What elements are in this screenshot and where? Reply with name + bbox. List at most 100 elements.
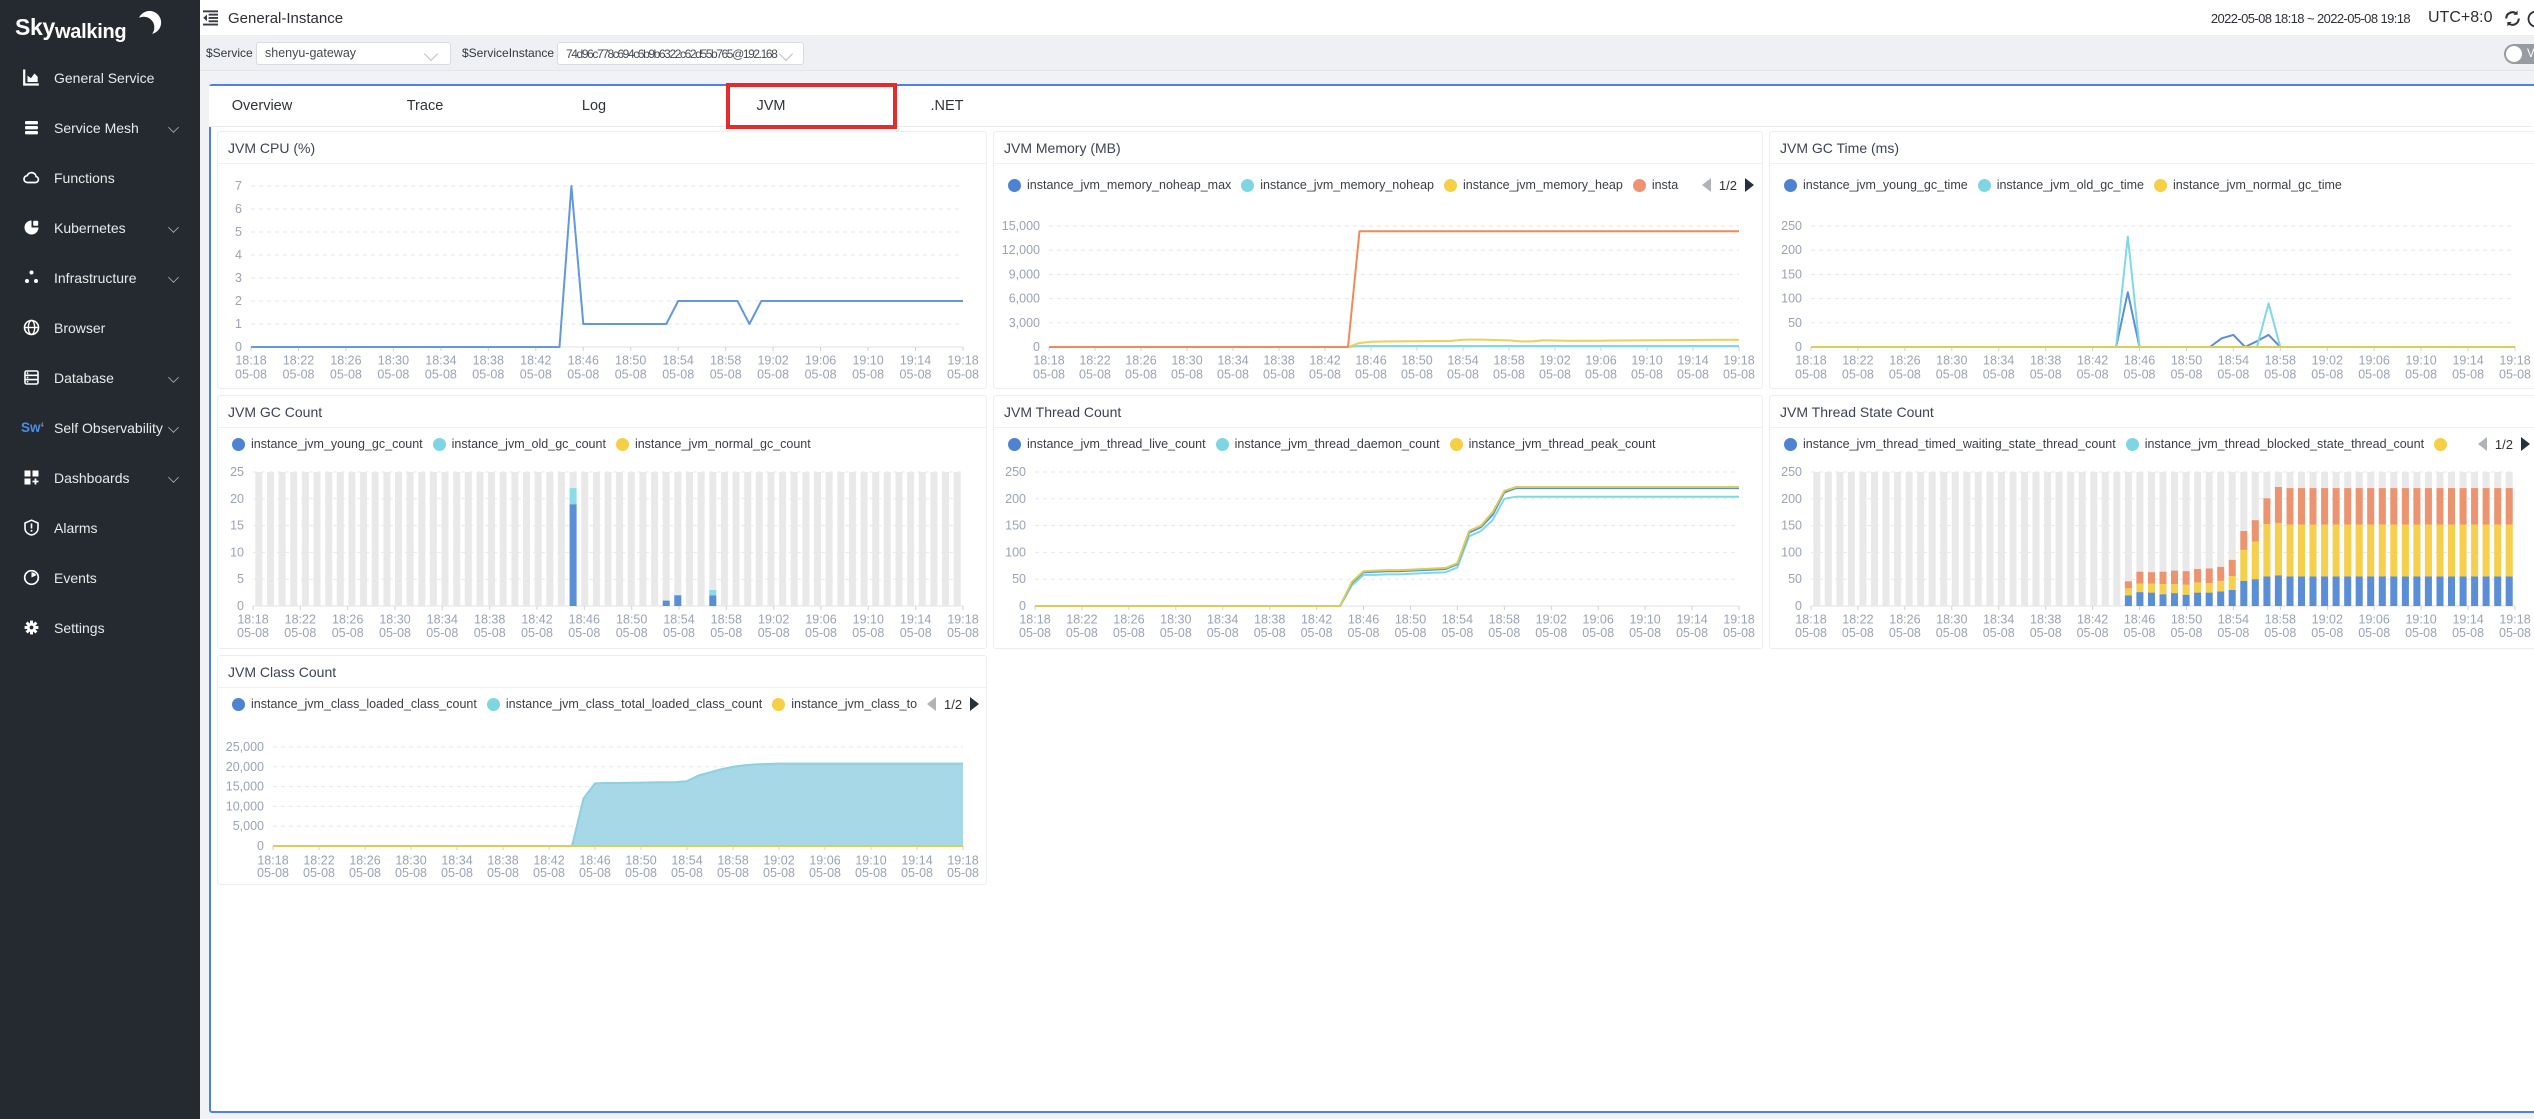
svg-text:05-08: 05-08 xyxy=(615,368,647,382)
svg-text:05-08: 05-08 xyxy=(616,626,648,640)
svg-text:18:58: 18:58 xyxy=(710,354,741,368)
svg-text:05-08: 05-08 xyxy=(425,368,457,382)
svg-text:18:30: 18:30 xyxy=(1160,613,1191,627)
svg-text:19:10: 19:10 xyxy=(852,354,883,368)
svg-text:05-08: 05-08 xyxy=(710,368,742,382)
svg-text:15: 15 xyxy=(230,519,244,533)
svg-text:18:34: 18:34 xyxy=(1207,613,1238,627)
svg-text:05-08: 05-08 xyxy=(1535,626,1567,640)
svg-text:18:46: 18:46 xyxy=(579,854,610,868)
svg-text:25,000: 25,000 xyxy=(226,740,264,754)
svg-text:19:14: 19:14 xyxy=(901,854,932,868)
svg-text:05-08: 05-08 xyxy=(2499,368,2531,382)
svg-text:6,000: 6,000 xyxy=(1009,292,1040,306)
svg-text:18:58: 18:58 xyxy=(2265,613,2296,627)
svg-text:18:34: 18:34 xyxy=(441,854,472,868)
svg-text:05-08: 05-08 xyxy=(1677,368,1709,382)
svg-text:0: 0 xyxy=(1019,599,1026,613)
svg-text:20,000: 20,000 xyxy=(226,760,264,774)
svg-text:0: 0 xyxy=(1795,599,1802,613)
svg-text:05-08: 05-08 xyxy=(1348,626,1380,640)
svg-text:50: 50 xyxy=(1788,572,1802,586)
svg-text:18:54: 18:54 xyxy=(1447,354,1478,368)
svg-text:05-08: 05-08 xyxy=(1066,626,1098,640)
svg-text:05-08: 05-08 xyxy=(2171,368,2203,382)
svg-text:05-08: 05-08 xyxy=(2499,626,2531,640)
svg-text:05-08: 05-08 xyxy=(757,368,789,382)
svg-text:18:22: 18:22 xyxy=(1842,354,1873,368)
svg-text:05-08: 05-08 xyxy=(1033,368,1065,382)
svg-text:18:54: 18:54 xyxy=(2218,613,2249,627)
svg-text:18:30: 18:30 xyxy=(379,613,410,627)
svg-text:18:34: 18:34 xyxy=(1217,354,1248,368)
svg-text:18:26: 18:26 xyxy=(330,354,361,368)
svg-text:05-08: 05-08 xyxy=(1447,368,1479,382)
svg-text:18:54: 18:54 xyxy=(2218,354,2249,368)
svg-text:5: 5 xyxy=(237,572,244,586)
svg-text:05-08: 05-08 xyxy=(1441,626,1473,640)
svg-text:19:10: 19:10 xyxy=(1631,354,1662,368)
svg-text:18:46: 18:46 xyxy=(2124,613,2155,627)
svg-text:05-08: 05-08 xyxy=(1723,626,1755,640)
svg-text:18:54: 18:54 xyxy=(663,354,694,368)
svg-text:18:46: 18:46 xyxy=(1348,613,1379,627)
svg-text:05-08: 05-08 xyxy=(567,368,599,382)
svg-text:05-08: 05-08 xyxy=(284,626,316,640)
svg-text:05-08: 05-08 xyxy=(2124,626,2156,640)
svg-text:18:58: 18:58 xyxy=(2265,354,2296,368)
svg-text:19:02: 19:02 xyxy=(757,354,788,368)
svg-text:19:02: 19:02 xyxy=(2312,354,2343,368)
svg-text:100: 100 xyxy=(1781,545,1802,559)
svg-text:05-08: 05-08 xyxy=(2264,626,2296,640)
svg-text:05-08: 05-08 xyxy=(487,866,519,880)
svg-text:19:10: 19:10 xyxy=(2405,354,2436,368)
svg-text:18:50: 18:50 xyxy=(2171,613,2202,627)
svg-text:19:02: 19:02 xyxy=(1539,354,1570,368)
svg-text:12,000: 12,000 xyxy=(1002,243,1040,257)
svg-text:05-08: 05-08 xyxy=(568,626,600,640)
svg-text:6: 6 xyxy=(235,202,242,216)
svg-text:18:46: 18:46 xyxy=(1355,354,1386,368)
svg-text:20: 20 xyxy=(230,492,244,506)
svg-text:18:26: 18:26 xyxy=(1113,613,1144,627)
svg-text:05-08: 05-08 xyxy=(237,626,269,640)
svg-text:25: 25 xyxy=(230,465,244,479)
svg-text:18:18: 18:18 xyxy=(237,613,268,627)
svg-text:18:38: 18:38 xyxy=(487,854,518,868)
svg-text:19:18: 19:18 xyxy=(947,354,978,368)
svg-text:10,000: 10,000 xyxy=(226,799,264,813)
svg-text:05-08: 05-08 xyxy=(900,626,932,640)
svg-text:19:10: 19:10 xyxy=(853,613,884,627)
svg-text:18:58: 18:58 xyxy=(711,613,742,627)
svg-text:05-08: 05-08 xyxy=(2077,368,2109,382)
svg-text:05-08: 05-08 xyxy=(2405,368,2437,382)
svg-text:05-08: 05-08 xyxy=(2264,368,2296,382)
svg-text:150: 150 xyxy=(1781,519,1802,533)
svg-text:05-08: 05-08 xyxy=(1355,368,1387,382)
svg-text:05-08: 05-08 xyxy=(2358,626,2390,640)
svg-text:18:18: 18:18 xyxy=(1033,354,1064,368)
svg-text:05-08: 05-08 xyxy=(1983,626,2015,640)
svg-text:18:22: 18:22 xyxy=(1066,613,1097,627)
svg-text:10: 10 xyxy=(230,545,244,559)
svg-text:18:34: 18:34 xyxy=(1983,354,2014,368)
svg-text:18:30: 18:30 xyxy=(1936,613,1967,627)
svg-text:19:18: 19:18 xyxy=(2499,354,2530,368)
svg-text:05-08: 05-08 xyxy=(1629,626,1661,640)
svg-text:05-08: 05-08 xyxy=(710,626,742,640)
svg-text:18:50: 18:50 xyxy=(625,854,656,868)
svg-text:05-08: 05-08 xyxy=(1631,368,1663,382)
svg-text:19:14: 19:14 xyxy=(900,354,931,368)
svg-text:05-08: 05-08 xyxy=(1309,368,1341,382)
svg-text:05-08: 05-08 xyxy=(1301,626,1333,640)
svg-text:18:26: 18:26 xyxy=(1125,354,1156,368)
svg-text:05-08: 05-08 xyxy=(395,866,427,880)
svg-text:18:22: 18:22 xyxy=(285,613,316,627)
svg-text:18:34: 18:34 xyxy=(1983,613,2014,627)
svg-text:50: 50 xyxy=(1788,316,1802,330)
svg-text:18:38: 18:38 xyxy=(473,354,504,368)
svg-text:19:06: 19:06 xyxy=(1583,613,1614,627)
svg-text:05-08: 05-08 xyxy=(809,866,841,880)
svg-text:15,000: 15,000 xyxy=(226,780,264,794)
svg-text:18:26: 18:26 xyxy=(1889,613,1920,627)
